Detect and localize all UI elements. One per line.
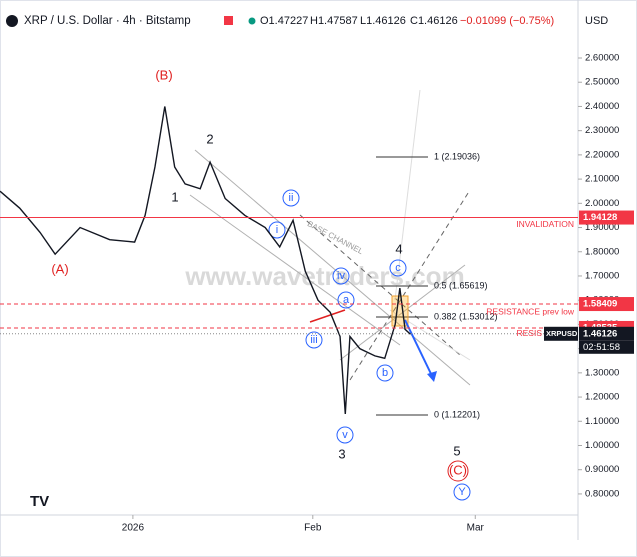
symbol-tag — [544, 326, 578, 341]
ohlc-high: H1.47587 — [310, 15, 358, 27]
y-tick-label: 2.20000 — [585, 149, 619, 160]
wave-label: 5 — [453, 443, 460, 458]
wave-label: iv — [337, 270, 345, 282]
wave-label: Y — [458, 486, 466, 498]
price-tag-label: 1.58409 — [583, 299, 617, 310]
ohlc-close: C1.46126 — [410, 15, 458, 27]
resis-text: RESIS — [516, 328, 542, 338]
ohlc-change: −0.01099 (−0.75%) — [460, 15, 554, 27]
wave-circle — [305, 331, 323, 349]
wave-circle — [336, 426, 354, 444]
price-line — [0, 106, 411, 415]
y-tick-label: 2.30000 — [585, 125, 619, 136]
y-tick-label: 2.50000 — [585, 77, 619, 88]
wave-circle — [376, 364, 394, 382]
wave-label: b — [382, 367, 388, 379]
wave-label: (B) — [155, 67, 172, 82]
ohlc-open: O1.47227 — [260, 15, 308, 27]
price-tag — [579, 297, 634, 312]
forecast-arrow — [404, 319, 434, 379]
wave-label: 2 — [206, 131, 213, 146]
currency: USD — [585, 15, 608, 27]
wave-circle — [268, 221, 286, 239]
y-tick-label: 2.00000 — [585, 198, 619, 209]
wave-label: c — [395, 262, 401, 274]
wave-label: ii — [289, 192, 294, 204]
countdown-tag — [579, 340, 634, 354]
wave-label: a — [343, 294, 350, 306]
wave-label: (C) — [449, 462, 467, 477]
wave-label: 4 — [395, 241, 402, 256]
x-tick-label: Mar — [467, 523, 485, 534]
red-trendline — [309, 309, 346, 323]
wave-circle — [453, 483, 471, 501]
logo: TV — [30, 493, 49, 510]
wave-label: v — [342, 429, 348, 441]
wave-label: iii — [310, 334, 317, 346]
fib-ray — [394, 89, 421, 301]
countdown: 02:51:58 — [583, 342, 620, 353]
y-tick-label: 1.00000 — [585, 440, 619, 451]
x-tick-label: 2026 — [122, 523, 145, 534]
price-tag-label: 1.46126 — [583, 328, 617, 339]
wave-label: i — [276, 224, 278, 236]
y-tick-label: 1.30000 — [585, 367, 619, 378]
symbol-icon — [6, 15, 18, 27]
price-tag-label: 1.94128 — [583, 212, 617, 223]
y-tick-label: 0.90000 — [585, 464, 619, 475]
y-tick-label: 1.20000 — [585, 392, 619, 403]
wave-circle — [447, 460, 469, 482]
channel-line — [194, 149, 471, 386]
channel-line — [189, 194, 401, 346]
wave-circle — [282, 189, 300, 207]
y-tick-label: 1.80000 — [585, 246, 619, 257]
arrow-head — [427, 371, 437, 382]
price-tag — [579, 210, 634, 225]
wave-circle — [337, 291, 355, 309]
wave-label: (A) — [51, 261, 68, 276]
fib-label: 1 (2.19036) — [434, 151, 480, 161]
ohlc-low: L1.46126 — [360, 15, 406, 27]
fib-label: 0.382 (1.53012) — [434, 311, 498, 321]
wave-label: 1 — [171, 189, 178, 204]
wave-labels: (B) (A) 2 1 ii i iv a iii v 3 b c 4 5 (C… — [51, 67, 471, 501]
status-dot — [248, 17, 256, 25]
y-tick-label: 1.70000 — [585, 270, 619, 281]
y-tick-label: 1.10000 — [585, 416, 619, 427]
flag-icon — [224, 16, 233, 25]
y-tick-label: 1.90000 — [585, 222, 619, 233]
fib-label: 0.5 (1.65619) — [434, 280, 488, 290]
symbol-tag-label: XRPUSD — [546, 329, 578, 338]
wave-label: 3 — [338, 446, 345, 461]
channel-dash — [349, 189, 471, 381]
level-text: RESISTANCE prev low — [486, 306, 575, 316]
wave-circle — [332, 267, 350, 285]
wave-circle — [389, 259, 407, 277]
fib-label: 0 (1.12201) — [434, 409, 480, 419]
y-tick-label: 2.10000 — [585, 174, 619, 185]
y-tick-label: 2.40000 — [585, 101, 619, 112]
y-tick-label: 0.80000 — [585, 488, 619, 499]
chart-title: XRP / U.S. Dollar · 4h · Bitstamp — [24, 15, 191, 27]
x-tick-label: Feb — [304, 523, 322, 534]
y-tick-label: 2.60000 — [585, 53, 619, 64]
price-tag — [579, 326, 634, 341]
level-text: INVALIDATION — [516, 219, 574, 229]
